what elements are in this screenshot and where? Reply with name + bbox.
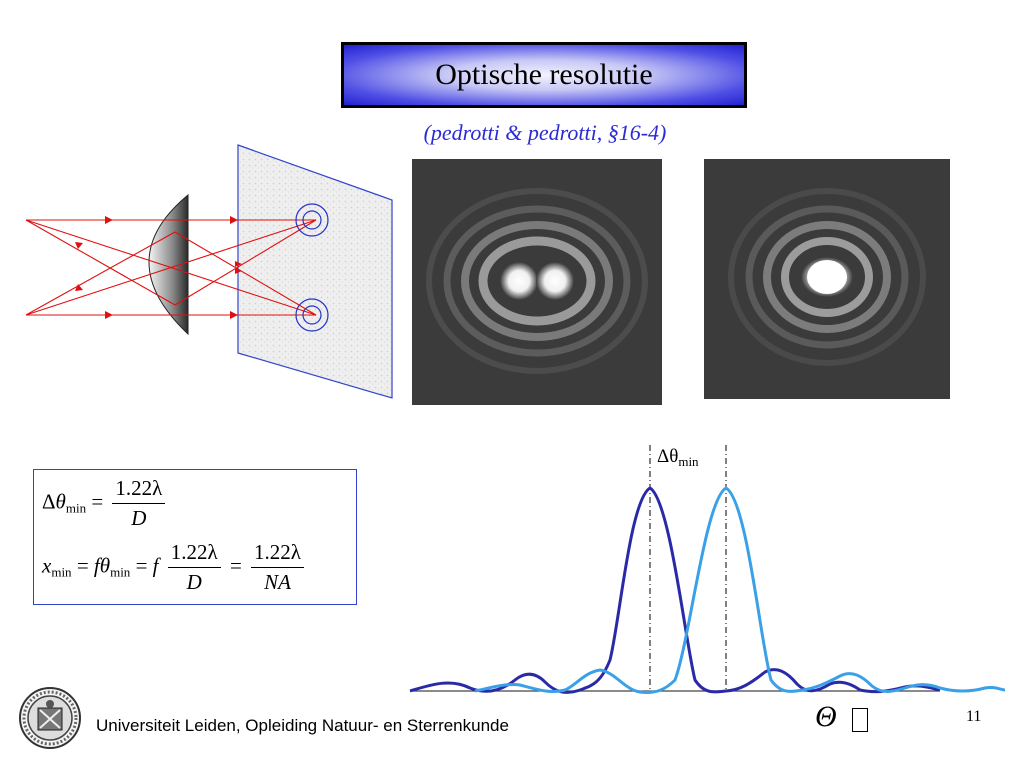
fraction: 1.22λ D xyxy=(167,540,221,595)
light-rays xyxy=(25,219,317,316)
optics-diagram xyxy=(25,144,393,399)
missing-glyph-box xyxy=(852,708,868,732)
min-subscript: min xyxy=(110,564,131,580)
denominator: D xyxy=(186,570,202,594)
focus-circles xyxy=(295,203,329,332)
diffraction-image-resolved xyxy=(412,159,662,405)
theta-symbol: θ xyxy=(55,489,66,514)
slide-subtitle: (pedrotti & pedrotti, §16-4) xyxy=(423,120,667,145)
min-subscript: min xyxy=(65,500,87,516)
intensity-curve-2 xyxy=(474,486,1005,694)
diffraction-image-unresolved xyxy=(704,159,950,399)
denominator: NA xyxy=(264,570,291,594)
denominator: D xyxy=(131,506,147,530)
f-symbol: f xyxy=(93,553,100,578)
delta-theta-min-label: Δθmin xyxy=(657,446,699,470)
delta-symbol: Δ xyxy=(42,489,56,514)
theta-symbol-footer: Θ xyxy=(815,700,837,733)
equals-sign: = xyxy=(91,489,104,514)
equals-sign: = xyxy=(135,553,148,578)
theta-symbol: θ xyxy=(99,553,111,578)
numerator: 1.22λ xyxy=(112,476,166,504)
label-subscript: min xyxy=(678,454,699,469)
airy-pattern-merged xyxy=(704,159,950,399)
page-number: 11 xyxy=(966,708,982,725)
intensity-curve-1 xyxy=(409,486,941,694)
footer-institution: Universiteit Leiden, Opleiding Natuur- e… xyxy=(96,716,509,735)
label-main: Δθ xyxy=(657,446,679,467)
slide-title: Optische resolutie xyxy=(435,58,653,91)
formula-spatial-resolution: xmin = fθmin = f 1.22λ D = 1.22λ NA xyxy=(42,540,308,595)
min-subscript: min xyxy=(51,564,72,580)
intensity-plot xyxy=(409,445,1005,694)
airy-pattern-two-peaks xyxy=(412,159,662,405)
x-symbol: x xyxy=(42,553,52,578)
f-symbol: f xyxy=(152,553,159,578)
screen-plane xyxy=(237,144,393,399)
equals-sign: = xyxy=(229,553,242,578)
university-seal-logo xyxy=(19,687,81,749)
fraction: 1.22λ NA xyxy=(251,540,304,595)
fraction: 1.22λ D xyxy=(112,476,166,531)
formula-angular-resolution: Δθmin = 1.22λ D xyxy=(42,476,169,531)
numerator: 1.22λ xyxy=(251,540,304,568)
title-box: Optische resolutie xyxy=(341,42,747,108)
equals-sign: = xyxy=(76,553,89,578)
formula-box: Δθmin = 1.22λ D xmin = fθmin = f 1.22λ D… xyxy=(33,469,357,605)
lens xyxy=(148,193,189,336)
numerator: 1.22λ xyxy=(167,540,221,568)
